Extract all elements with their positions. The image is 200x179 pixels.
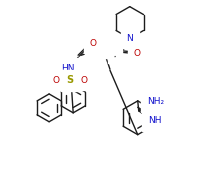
Text: ,,: ,, [113,53,117,58]
Text: O: O [90,39,97,48]
Text: N: N [126,34,133,43]
Text: NH: NH [148,116,161,125]
Text: HN: HN [61,64,75,73]
Text: H: H [97,44,103,53]
Text: O: O [133,49,140,58]
Text: O: O [81,76,88,84]
Text: N: N [91,46,97,55]
Text: S: S [67,75,74,85]
Text: O: O [53,76,60,84]
Text: NH₂: NH₂ [147,97,164,106]
